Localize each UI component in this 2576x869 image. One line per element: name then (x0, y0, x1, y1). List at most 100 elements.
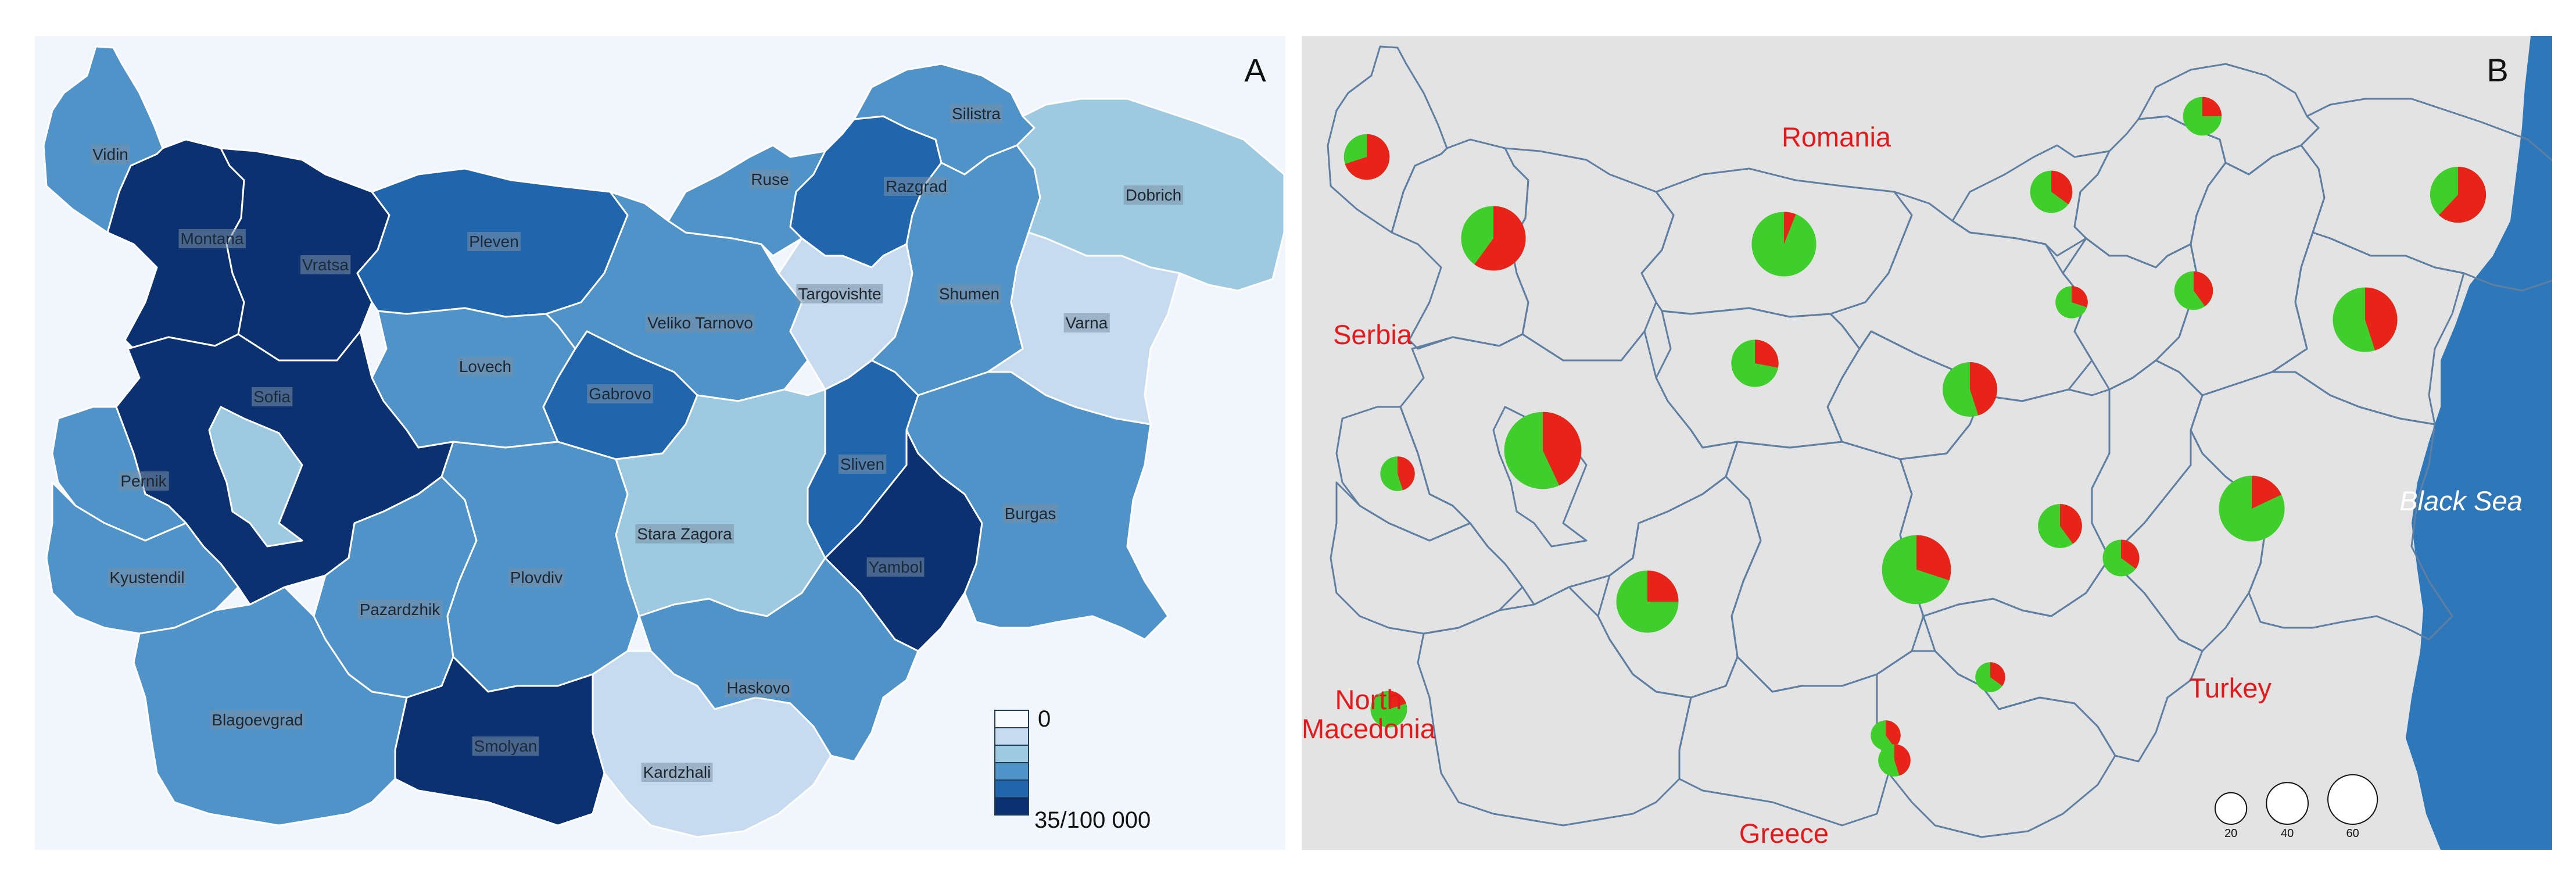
district-label-lovech: Lovech (459, 357, 511, 376)
pie-burgas (2219, 475, 2285, 542)
pie-slice-red (2051, 170, 2073, 205)
pie-razgrad (2055, 286, 2088, 319)
pie-slice-red (1647, 570, 1679, 602)
pie-slice-red (1474, 206, 1526, 271)
district-label-background (950, 104, 1003, 123)
pie-slice-red (1916, 535, 1951, 581)
district-label-background (1002, 504, 1058, 523)
district-label-background (587, 384, 653, 403)
size-legend-circle-20 (2215, 792, 2248, 825)
pie-slice-red (2194, 271, 2213, 306)
pie-shumen (2174, 271, 2213, 310)
pie-sofiacity (1504, 412, 1582, 489)
legend-swatch-0 (994, 710, 1029, 728)
district-label-background (646, 313, 755, 332)
country-macedonia: Macedonia (1302, 713, 1436, 744)
outline-district-blagoevgrad (1417, 586, 1692, 827)
district-sofiacity (208, 406, 303, 548)
district-label-gabrovo: Gabrovo (589, 385, 651, 403)
district-label-background (635, 524, 735, 543)
pie-slice-red (1755, 339, 1779, 368)
district-label-silistra: Silistra (952, 105, 1001, 123)
legend-max-label: 35/100 000 (1034, 807, 1151, 833)
pie-kyustendil (1370, 691, 1407, 728)
pie-yambol (2102, 539, 2140, 577)
black-sea (2406, 36, 2552, 850)
pie-slice-red (2202, 96, 2222, 116)
pie-veliko (1943, 362, 1997, 417)
district-label-background (467, 232, 521, 251)
pie-pleven (1751, 212, 1817, 277)
district-label-varna: Varna (1066, 314, 1108, 332)
legend-swatch-4 (994, 779, 1029, 798)
district-label-plovdiv: Plovdiv (510, 568, 563, 587)
district-label-kyustendil: Kyustendil (109, 568, 184, 587)
legend-swatch-3 (994, 762, 1029, 781)
pie-dobrich (2430, 166, 2487, 223)
pie-pernik (1380, 456, 1415, 491)
size-legend-circle-60 (2327, 774, 2378, 825)
panel-b: Romania Serbia North Macedonia Turkey Gr… (1302, 36, 2552, 850)
pie-slice-red (2072, 286, 2088, 307)
district-label-background (884, 177, 949, 196)
district-label-pazardzhik: Pazardzhik (360, 600, 441, 618)
pie-montana (1461, 206, 1526, 271)
district-label-burgas: Burgas (1005, 505, 1056, 523)
district-kardzhali (592, 650, 832, 838)
color-legend: 0 35/100 000 (994, 706, 1151, 833)
district-label-background (1063, 313, 1110, 332)
district-label-background (108, 568, 187, 587)
district-label-background (838, 455, 887, 474)
district-label-pleven: Pleven (469, 233, 519, 251)
country-turkey: Turkey (2189, 673, 2272, 703)
district-label-background (508, 568, 565, 587)
country-greece: Greece (1739, 818, 1829, 849)
district-label-yambol: Yambol (869, 558, 923, 576)
district-label-vratsa: Vratsa (302, 256, 349, 274)
pie-slice-red (2121, 539, 2140, 569)
legend-swatch-1 (994, 727, 1029, 746)
legend-swatch-2 (994, 745, 1029, 763)
district-label-background (457, 357, 514, 376)
pie-charts (1343, 96, 2487, 777)
outline-district-smolyan (1678, 656, 1890, 827)
pie-slice-red (1389, 691, 1406, 709)
pie-slice-red (1894, 744, 1911, 776)
pie-slice-red (1784, 212, 1796, 244)
district-label-background (357, 600, 443, 619)
pie-ruse (2030, 170, 2073, 213)
district-label-background (749, 170, 791, 189)
district-label-background (796, 284, 883, 303)
district-label-background (866, 557, 925, 577)
size-legend-label-60: 60 (2346, 827, 2359, 840)
pie-haskovo (1975, 662, 2005, 692)
district-label-kardzhali: Kardzhali (643, 763, 711, 781)
pie-slice-red (2252, 475, 2282, 509)
pie-pazardzhik (1616, 570, 1679, 633)
pie-starazagora (2038, 504, 2082, 548)
district-label-blagoevgrad: Blagoevgrad (212, 711, 303, 729)
district-label-starazagora: Stara Zagora (637, 525, 732, 543)
district-label-sofia: Sofia (253, 388, 291, 406)
district-blagoevgrad (132, 586, 408, 827)
panel-a-letter: A (1244, 52, 1266, 88)
legend-swatch-5 (994, 797, 1029, 816)
district-label-vidin: Vidin (92, 145, 128, 163)
pie-slice-red (2060, 504, 2082, 544)
district-label-shumen: Shumen (939, 285, 999, 303)
pie-slice-red (1990, 662, 2005, 686)
district-label-background (725, 678, 792, 698)
size-legend: 20 40 60 (2215, 774, 2378, 840)
country-north: North (1335, 684, 1402, 715)
pie-slice-red (1886, 720, 1901, 748)
outline-district-kardzhali (1876, 650, 2116, 838)
pie-slice-red (2439, 166, 2487, 223)
size-legend-circle-40 (2266, 782, 2309, 825)
pie-plovdiv (1882, 535, 1951, 605)
district-label-background (210, 710, 305, 729)
size-legend-label-20: 20 (2224, 827, 2237, 840)
district-labels: Vidin Montana Vratsa Pleven Lovech Veliko Tar… (91, 104, 1184, 782)
district-label-background (937, 284, 1002, 303)
pie-slice-red (2365, 287, 2398, 351)
